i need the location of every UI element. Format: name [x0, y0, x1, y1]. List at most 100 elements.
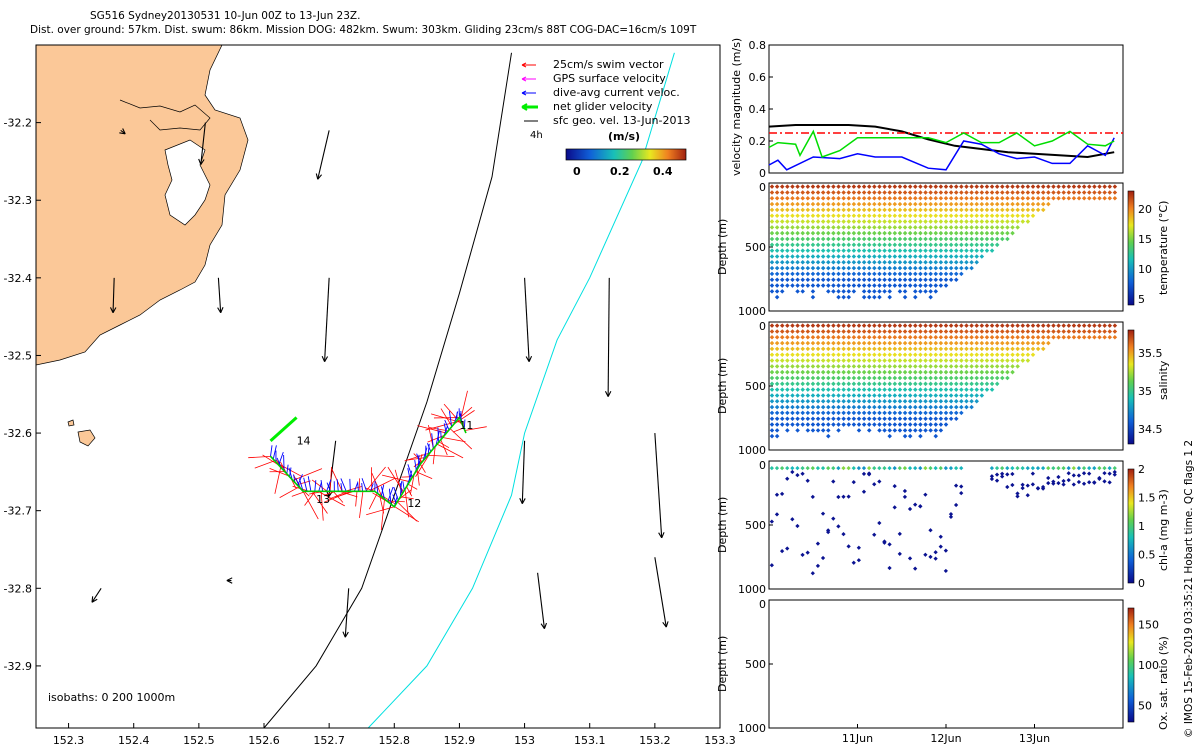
profile-dot — [959, 248, 964, 253]
map-xtick-label: 152.8 — [379, 734, 411, 747]
profile-dot — [943, 213, 949, 218]
profile-dot — [820, 323, 826, 328]
profile-dot — [805, 196, 811, 201]
profile-dot — [969, 364, 974, 369]
profile-dot — [943, 277, 949, 282]
profile-dot — [897, 265, 903, 271]
profile-dot — [953, 393, 959, 398]
profile-dot — [974, 219, 979, 224]
map-legend: 25cm/s swim vector GPS surface velocity … — [521, 58, 690, 178]
profile-dot — [815, 242, 821, 248]
profile-dot — [979, 184, 985, 189]
track-day-label: 12 — [407, 497, 421, 510]
profile-dot — [948, 201, 954, 207]
profile-dot — [887, 323, 892, 328]
profile-dot — [1112, 190, 1118, 195]
profile-dot — [948, 230, 954, 236]
profile-dot — [918, 340, 923, 346]
profile-dot — [774, 346, 780, 352]
profile-dot — [887, 416, 892, 421]
profile-dot — [790, 213, 795, 218]
profile-dot — [779, 323, 785, 328]
profile-dot — [872, 323, 877, 328]
profile-dot — [769, 358, 775, 363]
profile-dot — [887, 219, 892, 224]
profile-dot — [815, 404, 821, 410]
profile-dot — [856, 404, 862, 410]
profile-dot — [790, 225, 795, 230]
profile-dot — [1097, 335, 1102, 340]
profile-dot — [892, 381, 898, 387]
profile-dot — [938, 352, 944, 357]
depth-ytick-label: 0 — [759, 181, 766, 194]
profile-dot — [928, 242, 933, 248]
profile-dot — [1020, 358, 1026, 363]
profile-dot — [805, 393, 811, 398]
profile-dot — [795, 335, 800, 340]
profile-dot — [795, 422, 800, 427]
profile-dot — [953, 340, 959, 346]
profile-dot — [769, 381, 775, 387]
profile-dot — [841, 236, 846, 242]
profile-dot — [943, 410, 949, 416]
profile-dot — [805, 283, 811, 288]
dac-vector — [387, 486, 394, 502]
profile-dot — [979, 364, 985, 369]
profile-dot — [826, 213, 831, 218]
profile-dot — [964, 260, 969, 265]
profile-dot — [887, 346, 892, 352]
profile-dot — [790, 184, 795, 189]
profile-dot — [892, 219, 898, 224]
profile-dot — [805, 236, 811, 242]
profile-dot — [810, 352, 816, 357]
profile-dot — [948, 323, 954, 328]
profile-dot — [892, 364, 898, 369]
profile-dot — [790, 265, 795, 271]
profile-dot — [1015, 346, 1020, 352]
profile-dot — [923, 352, 928, 357]
profile-dot — [1005, 207, 1010, 213]
profile-dot — [846, 422, 852, 427]
profile-dot — [805, 265, 811, 271]
profile-dot — [1040, 190, 1046, 195]
profile-dot — [1107, 196, 1113, 201]
profile-dot — [790, 277, 795, 282]
dac-vector — [361, 478, 368, 492]
profile-dot — [810, 265, 816, 271]
depth-ylabel: Depth (m) — [716, 358, 729, 414]
net-velocity-arrow — [269, 416, 298, 442]
profile-dot — [959, 393, 964, 398]
profile-dot — [826, 329, 831, 334]
profile-dot — [897, 248, 903, 253]
profile-dot — [897, 335, 903, 340]
profile-dot — [774, 428, 780, 433]
profile-dot — [856, 352, 862, 357]
profile-dot — [938, 346, 944, 352]
depth-ytick-label: 500 — [745, 658, 766, 671]
profile-dot — [851, 230, 857, 236]
profile-dot — [820, 219, 826, 224]
profile-dot — [1010, 213, 1015, 218]
profile-dot — [918, 207, 923, 213]
profile-dot — [877, 196, 882, 201]
profile-dot — [918, 466, 923, 471]
profile-dot — [805, 329, 811, 334]
profile-dot — [1020, 323, 1026, 328]
profile-dot — [877, 289, 882, 294]
profile-dot — [846, 369, 852, 375]
profile-dot — [913, 422, 918, 427]
profile-dot — [1066, 329, 1072, 334]
profile-dot — [769, 519, 774, 524]
colorbar-tick-label: 15 — [1138, 233, 1152, 246]
profile-dot — [846, 289, 852, 294]
profile-dot — [836, 254, 841, 259]
profile-dot — [851, 340, 857, 346]
profile-dot — [882, 428, 887, 433]
swim-vector — [291, 490, 307, 497]
profile-dot — [841, 375, 846, 381]
profile-dot — [836, 352, 841, 357]
profile-dot — [774, 416, 780, 421]
profile-dot — [892, 196, 898, 201]
profile-dot — [841, 184, 846, 189]
profile-dot — [805, 346, 811, 352]
